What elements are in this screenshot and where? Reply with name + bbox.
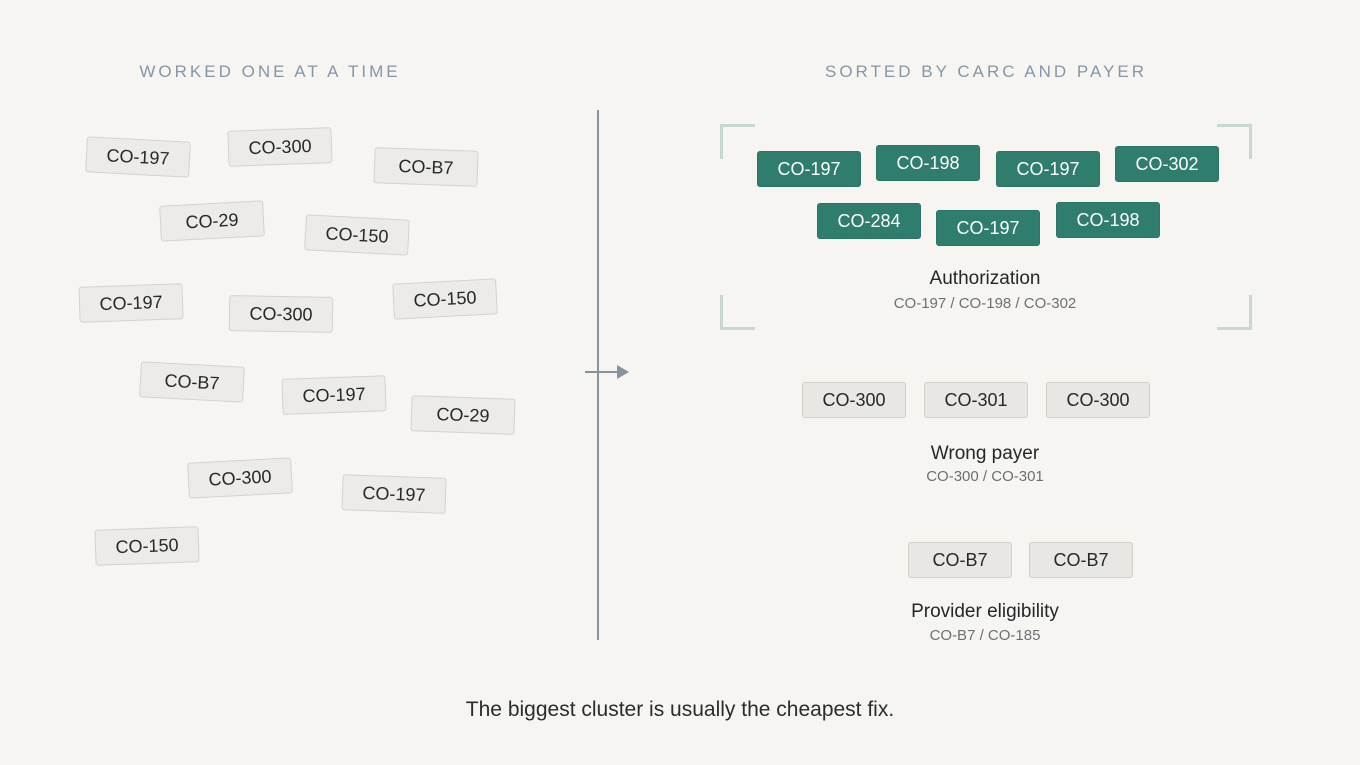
left-heading: WORKED ONE AT A TIME [139, 62, 401, 81]
loose-tag: CO-197 [85, 136, 191, 178]
bracket-bottom-right [1217, 295, 1252, 330]
loose-tag: CO-300 [228, 295, 334, 333]
wrong-payer-codes: CO-300 / CO-301 [926, 468, 1044, 485]
authorization-tag: CO-302 [1115, 146, 1219, 182]
bracket-top-left [720, 124, 755, 159]
authorization-tag: CO-197 [996, 151, 1100, 187]
loose-tag: CO-197 [78, 283, 184, 323]
authorization-tag: CO-198 [876, 145, 980, 181]
wrong-payer-tag: CO-301 [924, 382, 1028, 418]
arrow-shaft [585, 371, 619, 373]
right-heading: SORTED BY CARC AND PAYER [824, 62, 1148, 81]
authorization-tag: CO-198 [1056, 202, 1160, 238]
bracket-bottom-left [720, 295, 755, 330]
authorization-title: Authorization [929, 268, 1041, 289]
divider-line [597, 110, 599, 640]
arrow-right-icon [617, 365, 629, 379]
loose-tag: CO-300 [227, 127, 333, 167]
provider-eligibility-title: Provider eligibility [911, 601, 1059, 622]
provider-eligibility-tag: CO-B7 [1029, 542, 1133, 578]
authorization-tag: CO-197 [757, 151, 861, 187]
loose-tag: CO-150 [94, 526, 200, 566]
wrong-payer-title: Wrong payer [930, 443, 1040, 464]
authorization-codes: CO-197 / CO-198 / CO-302 [893, 295, 1077, 312]
provider-eligibility-tag: CO-B7 [908, 542, 1012, 578]
loose-tag: CO-B7 [139, 361, 245, 403]
loose-tag: CO-197 [281, 375, 387, 415]
provider-eligibility-codes: CO-B7 / CO-185 [929, 627, 1041, 644]
loose-tag: CO-29 [410, 395, 516, 435]
loose-tag: CO-300 [187, 457, 293, 499]
loose-tag: CO-150 [304, 214, 410, 256]
loose-tag: CO-29 [159, 200, 265, 242]
loose-tag: CO-150 [392, 278, 498, 320]
loose-tag: CO-197 [341, 474, 447, 514]
authorization-tag: CO-284 [817, 203, 921, 239]
bracket-top-right [1217, 124, 1252, 159]
loose-tag: CO-B7 [373, 147, 479, 187]
caption: The biggest cluster is usually the cheap… [465, 698, 895, 721]
wrong-payer-tag: CO-300 [802, 382, 906, 418]
authorization-tag: CO-197 [936, 210, 1040, 246]
wrong-payer-tag: CO-300 [1046, 382, 1150, 418]
